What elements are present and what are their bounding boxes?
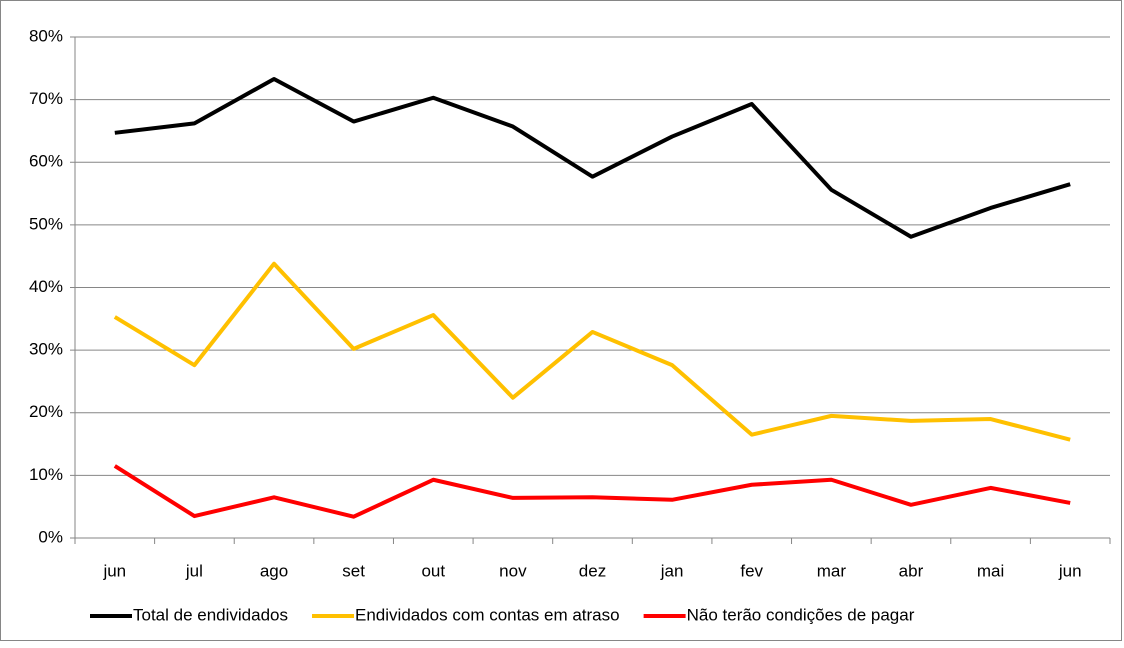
x-tick-label: abr	[899, 561, 924, 580]
y-tick-label: 50%	[29, 214, 63, 233]
series-line	[114, 76, 1071, 239]
x-tick-label: nov	[499, 561, 527, 580]
x-tick-label: out	[421, 561, 445, 580]
legend-label: Não terão condições de pagar	[687, 605, 915, 624]
x-tick-label: ago	[260, 561, 288, 580]
series-line	[113, 261, 1071, 442]
series-line	[113, 464, 1071, 519]
x-tick-label: jun	[102, 561, 126, 580]
x-tick-label: fev	[740, 561, 763, 580]
x-tick-label: jul	[185, 561, 203, 580]
x-tick-label: mar	[817, 561, 847, 580]
y-tick-label: 20%	[29, 402, 63, 421]
x-tick-label: dez	[579, 561, 606, 580]
y-tick-label: 40%	[29, 277, 63, 296]
x-tick-label: jun	[1058, 561, 1082, 580]
y-tick-label: 30%	[29, 340, 63, 359]
legend-label: Total de endividados	[133, 605, 288, 624]
x-tick-label: jan	[660, 561, 684, 580]
x-tick-label: set	[342, 561, 365, 580]
y-tick-label: 0%	[38, 527, 63, 546]
legend-label: Endividados com contas em atraso	[355, 605, 620, 624]
y-tick-label: 60%	[29, 152, 63, 171]
y-tick-label: 80%	[29, 26, 63, 45]
y-tick-label: 10%	[29, 465, 63, 484]
y-tick-label: 70%	[29, 89, 63, 108]
x-tick-label: mai	[977, 561, 1004, 580]
